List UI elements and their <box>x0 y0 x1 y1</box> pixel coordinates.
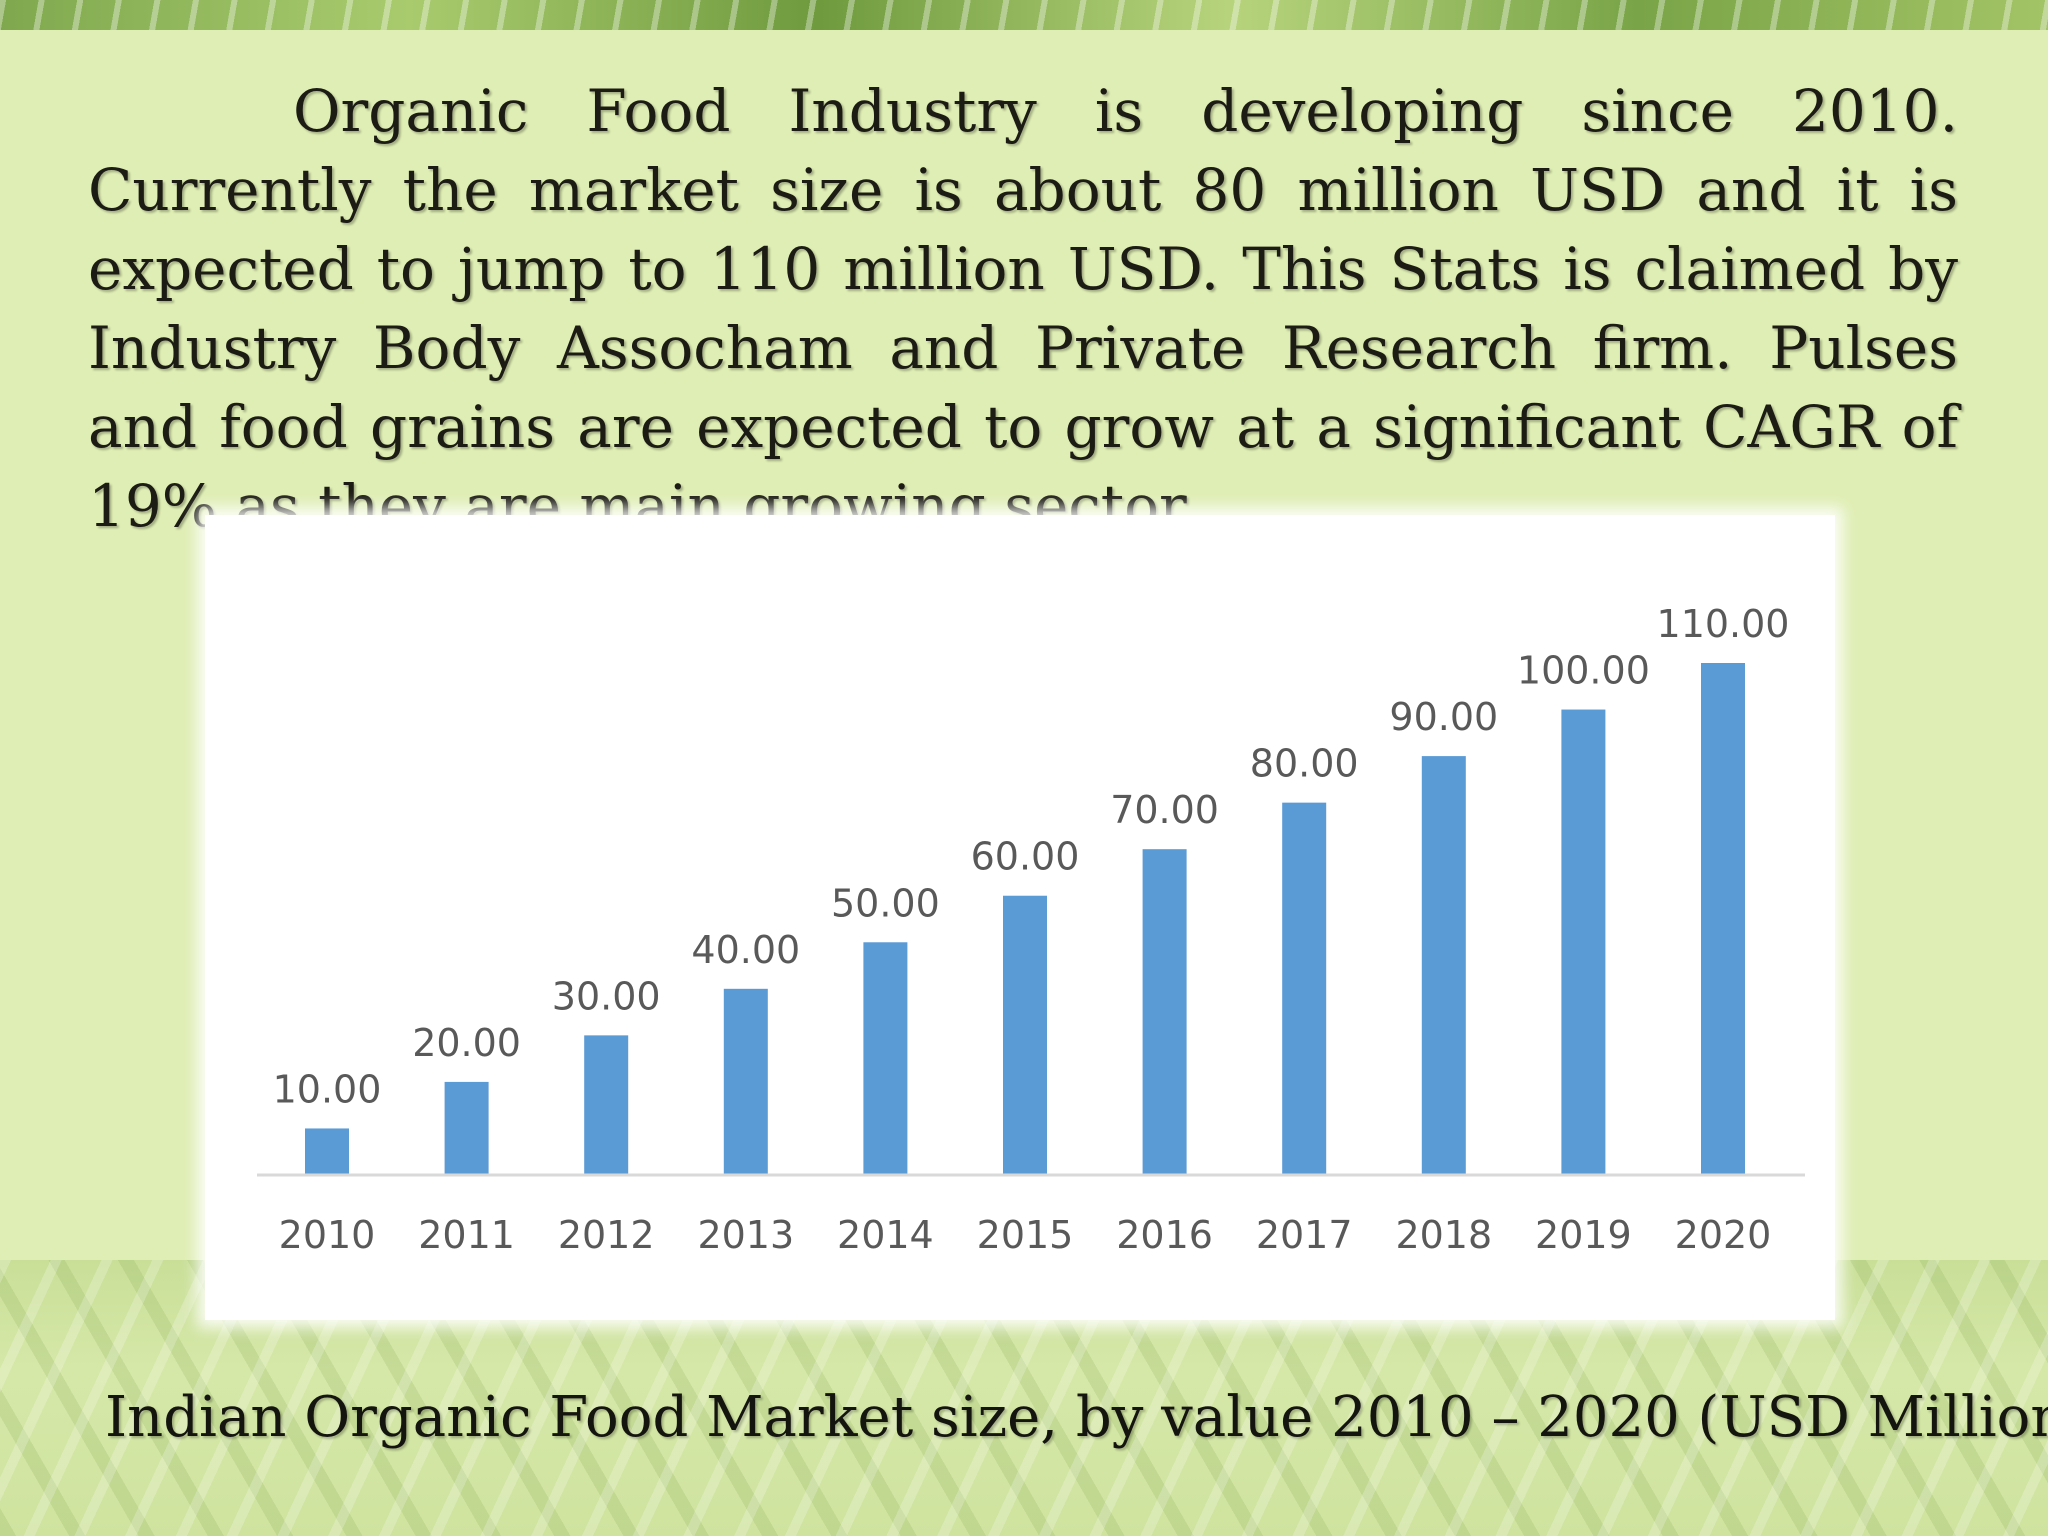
slide-paragraph: Organic Food Industry is developing sinc… <box>88 77 1958 540</box>
bar-chart-panel: 10.00 2010 20.00 2011 30.00 2012 40.00 2013 50.0… <box>205 515 1835 1320</box>
x-tick-label-2019: 2019 <box>1535 1213 1632 1257</box>
value-label-2020: 110.00 <box>1657 602 1790 646</box>
bars-layer <box>305 663 1745 1175</box>
bar-2017 <box>1282 802 1327 1175</box>
x-tick-label-2016: 2016 <box>1116 1213 1213 1257</box>
bar-2020 <box>1701 663 1745 1175</box>
bar-2012 <box>584 1035 629 1175</box>
x-tick-label-2015: 2015 <box>977 1213 1074 1257</box>
bar-2010 <box>305 1128 349 1175</box>
x-tick-label-2012: 2012 <box>558 1213 655 1257</box>
bar-2018 <box>1421 756 1466 1175</box>
value-label-2014: 50.00 <box>831 881 940 925</box>
x-tick-label-2014: 2014 <box>837 1213 934 1257</box>
bar-2015 <box>1003 895 1047 1175</box>
x-tick-label-2020: 2020 <box>1675 1213 1772 1257</box>
bar-2016 <box>1142 849 1187 1175</box>
value-label-2017: 80.00 <box>1250 742 1359 786</box>
decorative-top-band <box>0 0 2048 30</box>
value-label-2012: 30.00 <box>552 974 661 1018</box>
value-label-2015: 60.00 <box>971 835 1080 879</box>
bar-2014 <box>863 942 908 1175</box>
value-label-2011: 20.00 <box>412 1021 521 1065</box>
bar-2019 <box>1561 709 1606 1175</box>
chart-caption: Indian Organic Food Market size, by valu… <box>105 1385 2048 1450</box>
value-label-2013: 40.00 <box>691 928 800 972</box>
value-label-2018: 90.00 <box>1389 695 1498 739</box>
labels-layer: 10.00 2010 20.00 2011 30.00 2012 40.00 2013 50.0… <box>273 602 1790 1257</box>
bar-2013 <box>723 988 768 1175</box>
x-tick-label-2013: 2013 <box>697 1213 794 1257</box>
x-tick-label-2018: 2018 <box>1395 1213 1492 1257</box>
x-tick-label-2011: 2011 <box>418 1213 515 1257</box>
value-label-2016: 70.00 <box>1110 788 1219 832</box>
x-tick-label-2017: 2017 <box>1256 1213 1353 1257</box>
value-label-2019: 100.00 <box>1517 649 1650 693</box>
bar-chart: 10.00 2010 20.00 2011 30.00 2012 40.00 2013 50.0… <box>257 602 1805 1257</box>
bar-2011 <box>444 1081 489 1175</box>
value-label-2010: 10.00 <box>273 1067 382 1111</box>
x-tick-label-2010: 2010 <box>279 1213 376 1257</box>
